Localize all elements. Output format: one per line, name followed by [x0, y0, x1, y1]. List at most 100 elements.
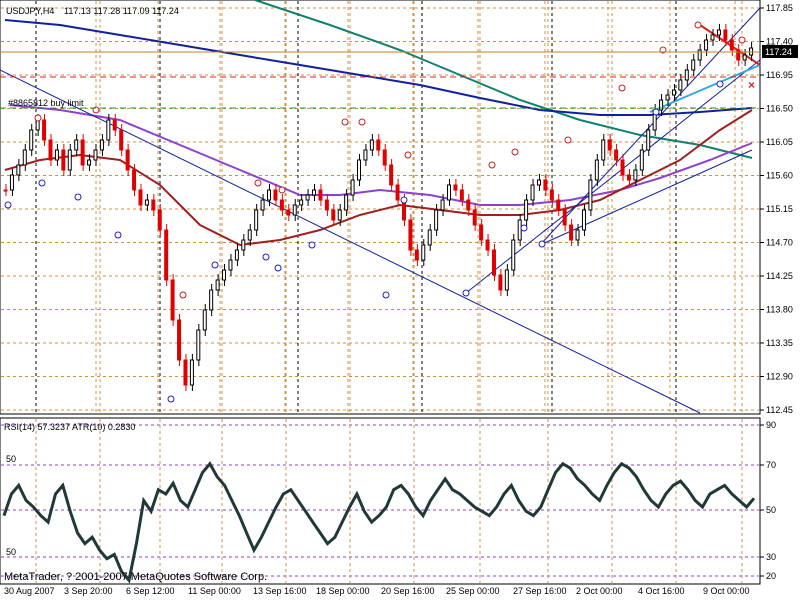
candle[interactable]: [440, 199, 445, 211]
candle[interactable]: [29, 129, 34, 151]
candle[interactable]: [556, 199, 561, 211]
candle[interactable]: [614, 149, 619, 161]
candle[interactable]: [562, 209, 567, 226]
candle[interactable]: [549, 189, 554, 201]
candle[interactable]: [498, 274, 503, 291]
main-chart-panel[interactable]: [0, 0, 761, 415]
candle[interactable]: [273, 189, 278, 201]
candle[interactable]: [427, 229, 432, 246]
candle[interactable]: [575, 229, 580, 241]
candle[interactable]: [678, 79, 683, 91]
candle[interactable]: [671, 89, 676, 96]
candle[interactable]: [324, 199, 329, 211]
candle[interactable]: [305, 194, 310, 201]
candle[interactable]: [9, 174, 14, 191]
indicator-panel[interactable]: [0, 417, 761, 585]
candle[interactable]: [742, 54, 747, 61]
candle[interactable]: [479, 224, 484, 241]
candle[interactable]: [389, 164, 394, 186]
candle[interactable]: [254, 209, 259, 231]
candle[interactable]: [466, 199, 471, 211]
candle[interactable]: [453, 184, 458, 191]
candle[interactable]: [48, 139, 53, 161]
candle[interactable]: [87, 159, 92, 166]
candle[interactable]: [736, 49, 741, 61]
candle[interactable]: [723, 29, 728, 41]
candle[interactable]: [42, 119, 47, 141]
candle[interactable]: [665, 94, 670, 101]
candle[interactable]: [639, 149, 644, 171]
candle[interactable]: [247, 229, 252, 241]
candle[interactable]: [234, 249, 239, 261]
candle[interactable]: [491, 249, 496, 276]
candle[interactable]: [177, 319, 182, 361]
time-axis[interactable]: 30 Aug 2007 3 Sep 20:00 6 Sep 12:00 11 Sep …: [4, 586, 750, 596]
candle[interactable]: [331, 209, 336, 221]
candle[interactable]: [729, 39, 734, 51]
candle[interactable]: [54, 149, 59, 161]
candle[interactable]: [716, 29, 721, 36]
candle[interactable]: [312, 189, 317, 196]
candle[interactable]: [74, 139, 79, 151]
candle[interactable]: [543, 179, 548, 191]
candle[interactable]: [601, 139, 606, 161]
candle[interactable]: [99, 139, 104, 151]
candle[interactable]: [511, 239, 516, 271]
candle[interactable]: [408, 219, 413, 251]
candle[interactable]: [228, 259, 233, 271]
candle[interactable]: [151, 199, 156, 211]
candle[interactable]: [594, 159, 599, 181]
candle[interactable]: [414, 249, 419, 261]
candle[interactable]: [530, 184, 535, 201]
candle[interactable]: [697, 49, 702, 61]
close-order-icon[interactable]: ×: [748, 78, 755, 92]
candle[interactable]: [125, 149, 130, 171]
candle[interactable]: [16, 164, 21, 176]
candle[interactable]: [434, 209, 439, 231]
candle[interactable]: [382, 149, 387, 166]
candle[interactable]: [222, 269, 227, 281]
candles[interactable]: [3, 24, 754, 391]
candle[interactable]: [299, 199, 304, 206]
candle[interactable]: [376, 139, 381, 151]
candle[interactable]: [144, 199, 149, 206]
candle[interactable]: [157, 209, 162, 231]
candle[interactable]: [485, 239, 490, 251]
candle[interactable]: [633, 169, 638, 181]
price-axis[interactable]: 117.85 117.40 116.95 116.50 116.05 115.60 115.…: [760, 3, 793, 415]
candle[interactable]: [112, 119, 117, 131]
candle[interactable]: [67, 149, 72, 171]
candle[interactable]: [119, 129, 124, 151]
candle[interactable]: [569, 224, 574, 241]
candle[interactable]: [286, 209, 291, 216]
candle[interactable]: [260, 199, 265, 211]
candle[interactable]: [164, 229, 169, 281]
candle[interactable]: [318, 189, 323, 201]
candle[interactable]: [646, 129, 651, 151]
candle[interactable]: [620, 159, 625, 176]
candle[interactable]: [35, 119, 40, 131]
candle[interactable]: [357, 159, 362, 181]
candle[interactable]: [363, 149, 368, 161]
candle[interactable]: [684, 69, 689, 81]
candle[interactable]: [588, 179, 593, 211]
candle[interactable]: [337, 209, 342, 221]
candle[interactable]: [22, 149, 27, 166]
candle[interactable]: [170, 279, 175, 321]
candle[interactable]: [472, 209, 477, 226]
candle[interactable]: [350, 179, 355, 196]
candle[interactable]: [61, 149, 66, 171]
candle[interactable]: [292, 204, 297, 216]
candle[interactable]: [659, 99, 664, 111]
candle[interactable]: [202, 309, 207, 331]
candle[interactable]: [209, 289, 214, 311]
candle[interactable]: [106, 119, 111, 141]
candle[interactable]: [215, 279, 220, 291]
candle[interactable]: [421, 244, 426, 261]
candle[interactable]: [517, 219, 522, 241]
candle[interactable]: [691, 59, 696, 71]
candle[interactable]: [704, 39, 709, 51]
candle[interactable]: [446, 184, 451, 201]
candle[interactable]: [138, 189, 143, 206]
